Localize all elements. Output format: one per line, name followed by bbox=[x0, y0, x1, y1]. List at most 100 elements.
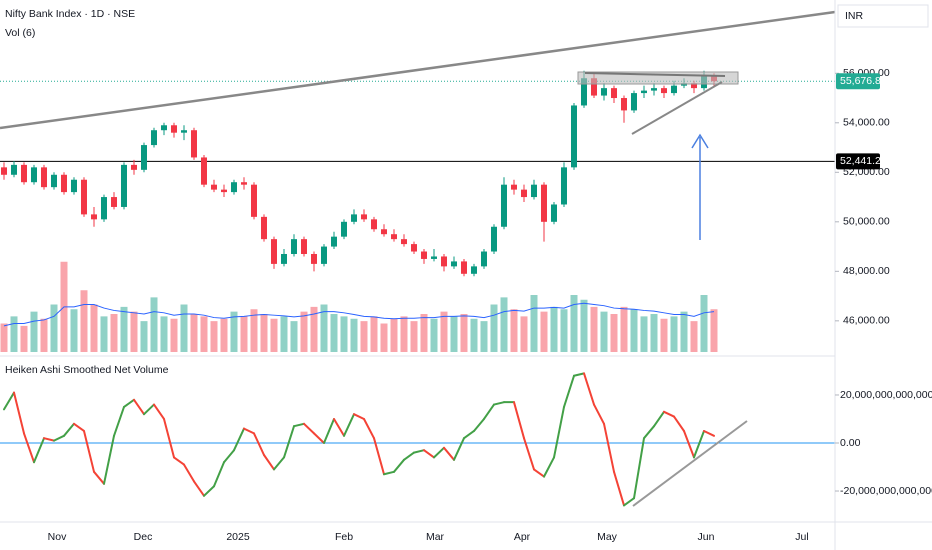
volume-bar bbox=[400, 316, 408, 352]
candle-body bbox=[231, 182, 237, 193]
volume-bar bbox=[460, 314, 468, 352]
indicator-segment bbox=[513, 401, 525, 440]
volume-bar bbox=[150, 297, 158, 352]
candle-body bbox=[291, 239, 297, 254]
indicator-segment bbox=[3, 391, 15, 411]
volume-ma bbox=[3, 302, 715, 327]
candle-body bbox=[111, 197, 117, 207]
indicator-segment bbox=[323, 417, 335, 445]
candle-body bbox=[691, 83, 697, 89]
indicator-segment bbox=[543, 456, 555, 478]
indicator-segment bbox=[593, 403, 605, 425]
candle-body bbox=[221, 189, 227, 193]
candle-body bbox=[431, 256, 437, 259]
volume-bar bbox=[360, 321, 368, 352]
candle-body bbox=[551, 204, 557, 222]
indicator-segment bbox=[463, 429, 475, 440]
indicator-segment bbox=[33, 437, 45, 464]
currency[interactable]: INR bbox=[845, 10, 864, 22]
candle-body bbox=[671, 85, 677, 94]
volume-bar bbox=[600, 311, 608, 352]
indicator-segment bbox=[433, 446, 445, 459]
indicator-segment bbox=[643, 425, 655, 440]
price-label: 52,441.20 bbox=[840, 155, 887, 167]
candle-body bbox=[441, 256, 447, 267]
x-tick-label: Dec bbox=[134, 531, 153, 543]
candle-body bbox=[371, 219, 377, 230]
indicator-segment bbox=[143, 403, 155, 416]
candle-body bbox=[241, 182, 247, 185]
volume-bar bbox=[380, 323, 388, 352]
indicator-segment bbox=[483, 403, 495, 420]
indicator-segment bbox=[653, 410, 665, 428]
volume-bar bbox=[50, 304, 58, 352]
candle-body bbox=[91, 214, 97, 220]
price-label-box bbox=[836, 153, 880, 170]
volume-bar bbox=[270, 318, 278, 352]
candle-body bbox=[131, 164, 137, 170]
volume-bar bbox=[370, 316, 378, 352]
price-label-box bbox=[836, 73, 880, 90]
indicator-segment bbox=[213, 461, 225, 488]
volume-bar bbox=[140, 321, 148, 352]
plot-layer bbox=[0, 70, 835, 507]
volume-bar bbox=[450, 316, 458, 352]
currency-box[interactable] bbox=[837, 4, 929, 28]
candle-body bbox=[101, 197, 107, 220]
volume-bar bbox=[480, 321, 488, 352]
volume-bar bbox=[120, 306, 128, 352]
y-tick-label: 50,000.00 bbox=[843, 216, 890, 228]
volume-bar bbox=[550, 306, 558, 352]
candle-body bbox=[71, 179, 77, 193]
volume-bar bbox=[180, 304, 188, 352]
indicator-segment bbox=[83, 429, 95, 473]
candle-body bbox=[201, 157, 207, 185]
indicator-segment bbox=[293, 422, 305, 428]
indicator-trendline bbox=[632, 420, 748, 507]
volume-bar bbox=[320, 304, 328, 352]
indicator-segment bbox=[283, 425, 295, 459]
volume-bar bbox=[170, 318, 178, 352]
candle-body bbox=[21, 164, 27, 183]
candle-body bbox=[651, 88, 657, 91]
indicator-segment bbox=[343, 413, 355, 437]
indicator-segment bbox=[363, 417, 375, 440]
indicator-segment bbox=[383, 470, 395, 476]
indicator-segment bbox=[493, 401, 505, 406]
volume-bar bbox=[160, 316, 168, 352]
volume-bar bbox=[280, 316, 288, 352]
indicator-segment bbox=[243, 427, 255, 435]
indicator-segment bbox=[353, 413, 365, 420]
indicator-segment bbox=[23, 432, 35, 464]
volume-bar bbox=[560, 309, 568, 352]
indicator-segment bbox=[173, 456, 185, 466]
triangle-top bbox=[584, 72, 726, 77]
indicator-segment bbox=[533, 468, 545, 478]
candle-body bbox=[501, 184, 507, 227]
indicator-segment bbox=[693, 429, 705, 459]
price-label: 55,676.85 bbox=[840, 75, 887, 87]
candle-body bbox=[391, 234, 397, 240]
indicator-segment bbox=[423, 449, 435, 459]
volume-bar bbox=[40, 318, 48, 352]
volume-bar bbox=[570, 295, 578, 352]
candle-body bbox=[481, 251, 487, 267]
candle-body bbox=[511, 184, 517, 190]
candle-body bbox=[331, 236, 337, 247]
indicator-segment bbox=[193, 480, 205, 497]
volume-bar bbox=[540, 311, 548, 352]
indicator-segment bbox=[573, 372, 585, 377]
indicator-segment bbox=[443, 446, 455, 461]
indicator-segment bbox=[393, 458, 405, 473]
candle-body bbox=[591, 78, 597, 96]
candle-body bbox=[411, 244, 417, 252]
candle-body bbox=[621, 98, 627, 111]
indicator-segment bbox=[263, 454, 275, 471]
x-tick-label: Feb bbox=[335, 531, 353, 543]
volume-bar bbox=[530, 295, 538, 352]
volume-bar bbox=[10, 316, 18, 352]
indicator-segment bbox=[523, 437, 535, 471]
x-tick-label: Nov bbox=[48, 531, 67, 543]
volume-bar bbox=[510, 309, 518, 352]
candle-body bbox=[571, 105, 577, 168]
